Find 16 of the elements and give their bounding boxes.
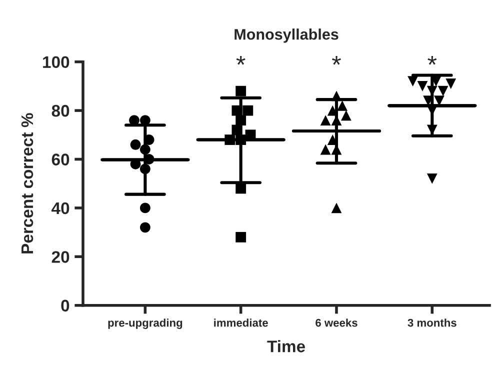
x-tick-label: 6 weeks [316, 318, 358, 327]
annotation: * [236, 56, 246, 65]
annotation: * [332, 56, 341, 65]
y-tick-label: 40 [52, 202, 70, 214]
x-tick-label: pre-upgrading [108, 318, 182, 329]
y-tick-label: 0 [61, 300, 70, 312]
y-tick-label: 60 [52, 154, 70, 166]
x-tick-label: 3 months [408, 318, 456, 327]
y-tick-label: 100 [43, 56, 70, 68]
y-axis-title: Percent correct % [21, 113, 34, 254]
annotation: * [428, 56, 437, 65]
y-tick-label: 20 [52, 251, 70, 263]
y-tick-label: 80 [52, 104, 70, 117]
x-tick-label: immediate [214, 318, 268, 327]
x-axis-title: Time [267, 340, 306, 352]
chart-title: Monosyllables [234, 28, 338, 43]
